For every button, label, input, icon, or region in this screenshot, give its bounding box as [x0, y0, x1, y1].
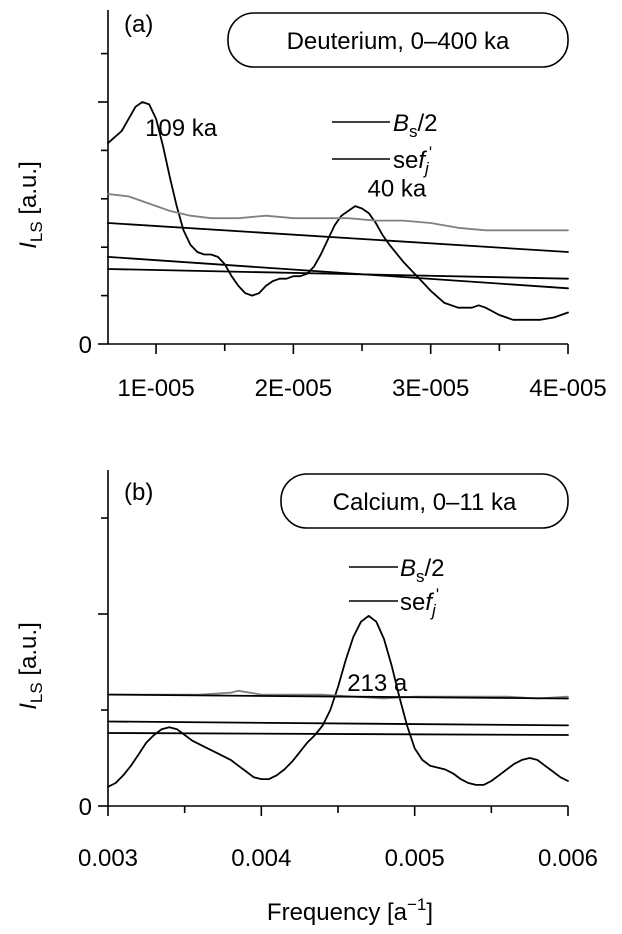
series-bs-upper-line [107, 693, 569, 700]
series-bs-upper-line [107, 222, 569, 253]
x-tick-label: 0.003 [78, 845, 138, 872]
title-box [280, 473, 569, 529]
panel-label: (b) [124, 479, 153, 506]
x-tick-label: 1E-005 [117, 375, 194, 402]
series-bs-lower-line [107, 732, 569, 736]
y-axis-label: ILS [a.u.] [15, 161, 46, 249]
peak-annotation: 213 a [347, 670, 408, 697]
panel-label: (a) [124, 11, 153, 38]
legend-entry: Bs/2 [393, 110, 438, 141]
legend-entry: Bs/2 [400, 555, 445, 586]
x-tick-label: 4E-005 [529, 375, 606, 402]
x-tick-label: 2E-005 [255, 375, 332, 402]
title-box [227, 12, 569, 68]
legend-entry: sefj' [400, 585, 439, 620]
x-axis-label: Frequency [a−1] [267, 895, 433, 926]
chart-title: Calcium, 0–11 ka [333, 489, 517, 516]
legend-entry: sefj' [393, 143, 432, 178]
x-tick-label: 0.005 [385, 845, 445, 872]
series-bs-lower-line [107, 268, 569, 280]
series-signal-line [107, 615, 569, 788]
y-axis-label: ILS [a.u.] [15, 622, 46, 710]
y-tick-label: 0 [79, 794, 92, 821]
series-se-line [107, 193, 569, 232]
peak-annotation: 109 ka [145, 115, 218, 142]
x-tick-label: 3E-005 [392, 375, 469, 402]
y-tick-label: 0 [79, 332, 92, 359]
chart-title: Deuterium, 0–400 ka [287, 28, 510, 55]
x-tick-label: 0.006 [538, 845, 598, 872]
peak-annotation: 40 ka [368, 175, 427, 202]
series-bs-mid-line [107, 720, 569, 727]
series-signal-line [107, 101, 569, 321]
panel-b: 0 0.003 0.004 0.005 0.006 Calcium, 0–11 ka (b)… [15, 470, 598, 872]
panel-a: 0 1E-005 2E-005 3E-005 4E-005 Deuterium, 0–40… [15, 10, 607, 402]
x-tick-label: 0.004 [231, 845, 291, 872]
series-bs-mid-line [107, 255, 569, 290]
